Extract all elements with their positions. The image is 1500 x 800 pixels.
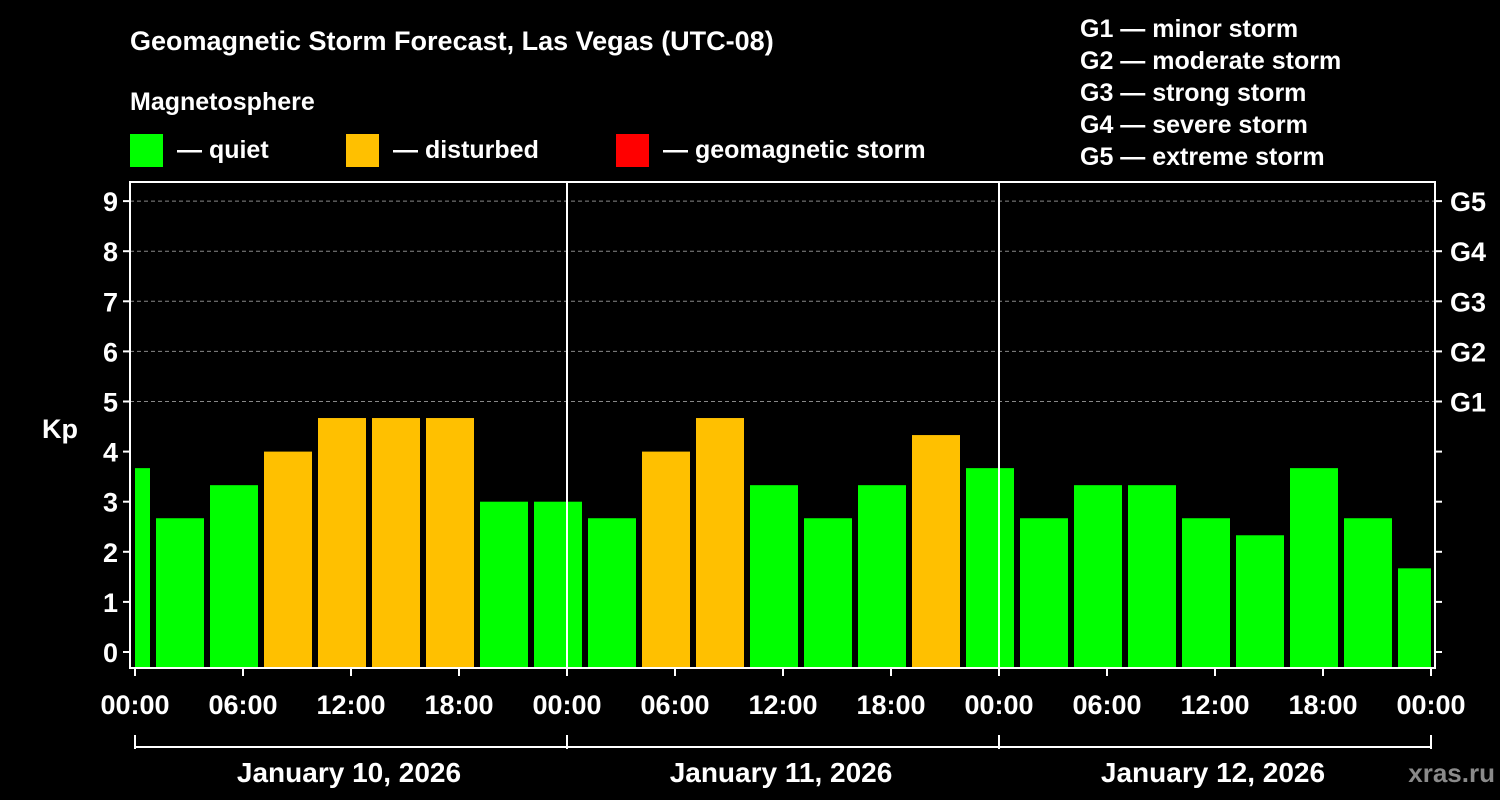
x-tick-label-7: 18:00 (856, 690, 925, 720)
bar-22 (1290, 468, 1338, 668)
bar-5 (372, 418, 420, 668)
x-tick-label-2: 12:00 (316, 690, 385, 720)
bar-20 (1182, 518, 1230, 668)
x-tick-label-9: 06:00 (1072, 690, 1141, 720)
y-tick-label-9: 9 (103, 187, 118, 217)
bar-3 (264, 451, 312, 668)
bar-14 (858, 485, 906, 668)
bar-17 (1020, 518, 1068, 668)
bar-6 (426, 418, 474, 668)
y-tick-label-3: 3 (103, 488, 118, 518)
legend-swatch-storm (616, 134, 649, 167)
bar-2 (210, 485, 258, 668)
bar-8 (534, 501, 582, 668)
bar-19 (1128, 485, 1176, 668)
bar-10 (642, 451, 690, 668)
x-tick-label-0: 00:00 (100, 690, 169, 720)
y-tick-label-4: 4 (103, 438, 118, 468)
x-tick-label-12: 00:00 (1396, 690, 1465, 720)
legend-label-storm: — geomagnetic storm (663, 136, 926, 164)
legend: — quiet — disturbed — geomagnetic storm (130, 134, 926, 167)
bar-21 (1236, 535, 1284, 668)
right-tick-label-G1: G1 (1450, 388, 1486, 418)
y-tick-label-5: 5 (103, 388, 118, 418)
x-tick-label-11: 18:00 (1288, 690, 1357, 720)
legend-label-disturbed: — disturbed (393, 136, 539, 164)
x-tick-label-6: 12:00 (748, 690, 817, 720)
legend-swatch-disturbed (346, 134, 379, 167)
axes (123, 181, 1442, 749)
storm-scale-g5: G5 — extreme storm (1080, 143, 1325, 171)
chart-subtitle: Magnetosphere (130, 88, 315, 116)
bar-11 (696, 418, 744, 668)
bar-7 (480, 501, 528, 668)
x-tick-label-3: 18:00 (424, 690, 493, 720)
storm-scale-g4: G4 — severe storm (1080, 111, 1308, 139)
day-label-2: January 11, 2026 (670, 757, 893, 788)
bar-0 (135, 468, 150, 668)
right-tick-label-G5: G5 (1450, 187, 1486, 217)
storm-scale-g3: G3 — strong storm (1080, 79, 1306, 107)
x-tick-label-8: 00:00 (964, 690, 1033, 720)
y-tick-label-2: 2 (103, 538, 118, 568)
y-axis-label: Kp (42, 414, 78, 444)
storm-scale-g2: G2 — moderate storm (1080, 47, 1341, 75)
right-tick-label-G3: G3 (1450, 287, 1486, 317)
x-tick-label-4: 00:00 (532, 690, 601, 720)
y-tick-label-0: 0 (103, 638, 118, 668)
bar-4 (318, 418, 366, 668)
storm-scale-g1: G1 — minor storm (1080, 15, 1298, 43)
legend-label-quiet: — quiet (177, 136, 269, 164)
bars (135, 418, 1431, 668)
bar-12 (750, 485, 798, 668)
bar-15 (912, 435, 960, 668)
bar-9 (588, 518, 636, 668)
bar-13 (804, 518, 852, 668)
bar-16 (966, 468, 1014, 668)
chart-title: Geomagnetic Storm Forecast, Las Vegas (U… (130, 26, 774, 56)
y-tick-label-7: 7 (103, 287, 118, 317)
tick-labels: G1 G2 G3 G4 G5 0 1 2 3 4 5 6 7 8 9 00:00 06:00 12:00 18:00… (100, 187, 1486, 720)
x-tick-label-1: 06:00 (208, 690, 277, 720)
watermark: xras.ru (1408, 758, 1495, 788)
x-tick-label-10: 12:00 (1180, 690, 1249, 720)
day-label-1: January 10, 2026 (237, 757, 461, 788)
day-label-3: January 12, 2026 (1101, 757, 1325, 788)
legend-swatch-quiet (130, 134, 163, 167)
y-tick-label-8: 8 (103, 237, 118, 267)
storm-scale-legend: G1 — minor storm G2 — moderate storm G3 … (1080, 15, 1341, 171)
x-tick-label-5: 06:00 (640, 690, 709, 720)
gridlines (130, 200, 1435, 402)
right-tick-label-G4: G4 (1450, 237, 1486, 267)
bar-24 (1398, 568, 1431, 668)
bar-18 (1074, 485, 1122, 668)
right-tick-label-G2: G2 (1450, 337, 1486, 367)
y-tick-label-1: 1 (103, 588, 118, 618)
y-tick-label-6: 6 (103, 337, 118, 367)
bar-1 (156, 518, 204, 668)
bar-23 (1344, 518, 1392, 668)
